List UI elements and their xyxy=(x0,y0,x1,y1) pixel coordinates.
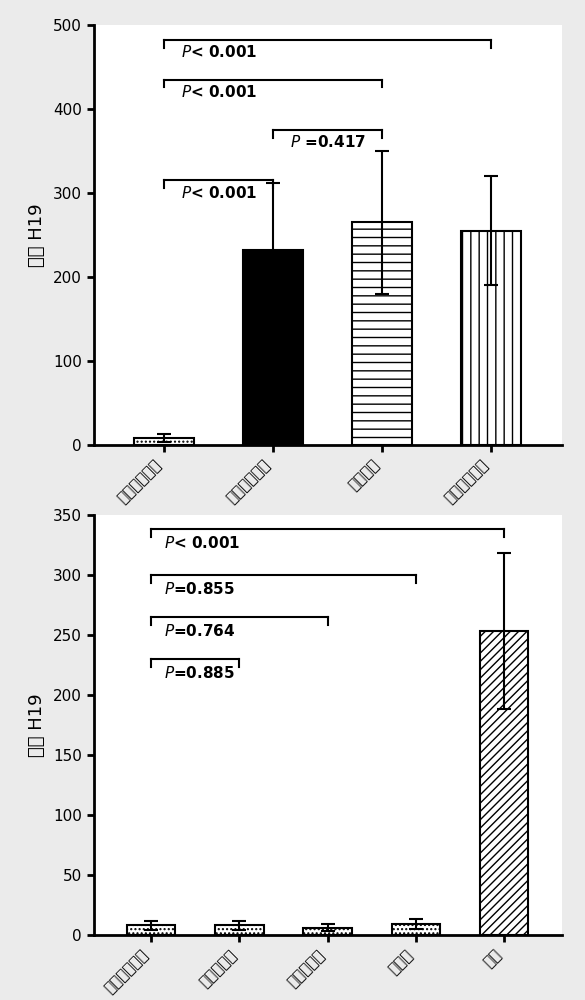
Text: $\it{P}$< 0.001: $\it{P}$< 0.001 xyxy=(181,44,257,60)
Bar xyxy=(352,222,412,445)
Bar xyxy=(215,925,264,935)
Bar xyxy=(135,438,194,445)
Bar xyxy=(127,925,176,935)
Text: $\it{P}$< 0.001: $\it{P}$< 0.001 xyxy=(181,84,257,100)
Text: $\it{P}$=0.885: $\it{P}$=0.885 xyxy=(164,665,235,681)
Y-axis label: 唤液 H19: 唤液 H19 xyxy=(28,693,46,757)
Bar xyxy=(243,250,303,445)
Bar xyxy=(480,631,528,935)
Text: $\it{P}$< 0.001: $\it{P}$< 0.001 xyxy=(181,185,257,201)
Bar xyxy=(391,924,440,935)
Text: $\it{P}$< 0.001: $\it{P}$< 0.001 xyxy=(164,535,240,551)
Bar xyxy=(461,231,521,445)
Text: $\it{P}$=0.855: $\it{P}$=0.855 xyxy=(164,581,235,597)
Text: $\it{P}$ =0.417: $\it{P}$ =0.417 xyxy=(290,134,366,150)
Bar xyxy=(303,928,352,935)
Y-axis label: 唤液 H19: 唤液 H19 xyxy=(28,203,46,267)
Text: $\it{P}$=0.764: $\it{P}$=0.764 xyxy=(164,623,236,639)
